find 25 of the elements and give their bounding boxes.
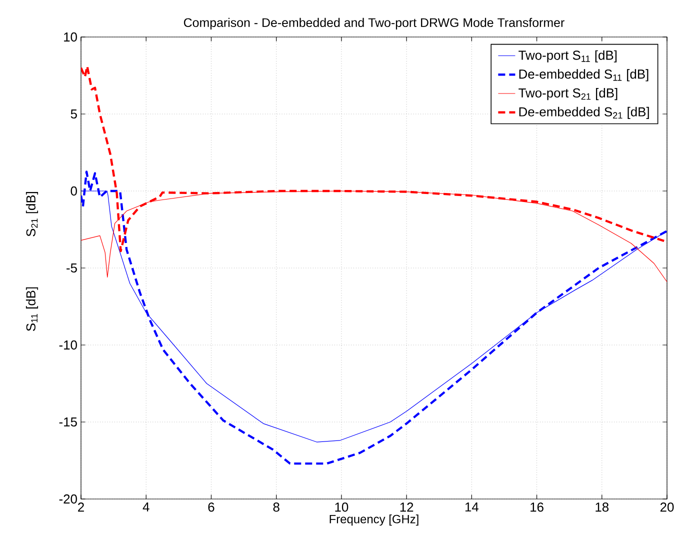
legend-label: De-embedded S$_{21}$ [dB] bbox=[519, 106, 649, 119]
legend-label: Two-port S$_{11}$ [dB] bbox=[518, 50, 617, 62]
x-tick-label: 16 bbox=[530, 502, 544, 512]
x-tick-label: 6 bbox=[208, 502, 214, 512]
x-tick-label: 4 bbox=[142, 502, 150, 512]
x-tick-label: 18 bbox=[596, 502, 609, 512]
y-axis-title: S$_{11}$ [dB] bbox=[26, 287, 38, 331]
y-tick-label: -20 bbox=[59, 494, 77, 504]
x-tick-label: 10 bbox=[335, 502, 348, 512]
x-axis-title: Frequency [GHz] bbox=[330, 514, 418, 526]
x-tick-label: 2 bbox=[78, 502, 84, 512]
x-tick-label: 20 bbox=[660, 502, 674, 512]
x-tick-label: 14 bbox=[465, 502, 478, 512]
legend-label: Two-port S$_{21}$ [dB] bbox=[518, 88, 618, 100]
y-tick-label: -15 bbox=[59, 417, 77, 427]
y-tick-label: 10 bbox=[64, 32, 77, 42]
text: S$_{21}$ [dB] bbox=[26, 192, 38, 236]
y-tick-label: 0 bbox=[70, 186, 77, 196]
x-tick-label: 8 bbox=[273, 502, 280, 512]
y-tick-label: 5 bbox=[70, 109, 77, 119]
y-tick-label: -10 bbox=[59, 340, 77, 350]
legend-label: De-embedded S$_{11}$ [dB] bbox=[519, 69, 648, 82]
x-tick-label: 12 bbox=[400, 502, 414, 512]
y-tick-label: -5 bbox=[66, 263, 77, 273]
chart-title: Comparison - De-embedded and Two-port DRWG Mode Transformer bbox=[184, 18, 564, 30]
